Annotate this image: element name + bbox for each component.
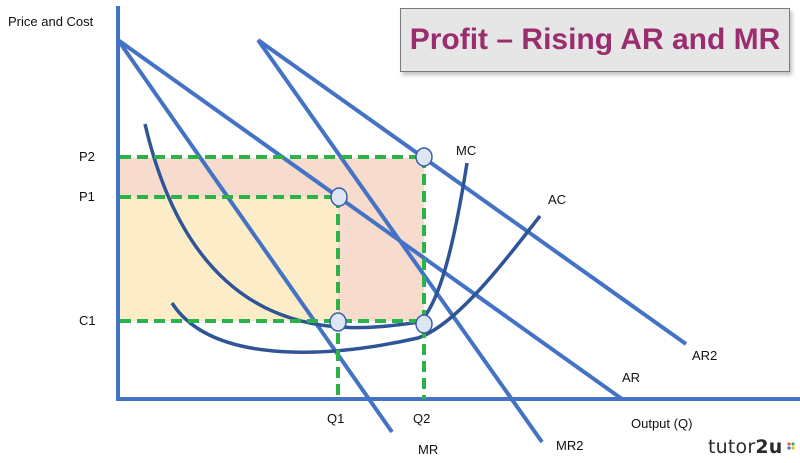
y-axis-label: Price and Cost [8, 14, 94, 29]
c1-label: C1 [79, 313, 96, 328]
marker-c1-q2 [415, 314, 433, 334]
ar2-curve [256, 38, 688, 346]
p2-label: P2 [79, 149, 95, 164]
mr-curve [116, 38, 394, 434]
marker-p1 [330, 187, 348, 207]
diagram-title: Profit – Rising AR and MR [409, 23, 781, 56]
ac-curve [170, 214, 542, 354]
logo-text: tutor [708, 436, 756, 458]
profit-area-extra [120, 158, 424, 197]
tutor2u-logo: tutor2u [708, 436, 783, 458]
marker-c1-q1 [329, 312, 347, 332]
profit-area-extra-right [338, 197, 424, 321]
mc-curve [143, 123, 469, 330]
ar-curve [116, 38, 624, 401]
mr-label: MR [418, 442, 439, 457]
x-axis-label: Output (Q) [631, 416, 693, 431]
q2-label: Q2 [413, 411, 431, 426]
ac-label: AC [548, 192, 567, 207]
q1-label: Q1 [327, 411, 345, 426]
mr2-label: MR2 [556, 438, 584, 453]
mr2-curve [256, 38, 544, 444]
marker-p2 [415, 147, 433, 167]
profit-area-initial [120, 197, 338, 321]
equilibrium-markers [329, 147, 433, 334]
logo-mark-icon [787, 442, 795, 450]
p1-label: P1 [79, 189, 95, 204]
mc-label: MC [456, 143, 477, 158]
ar-label: AR [622, 370, 641, 385]
title-box: Profit – Rising AR and MR [400, 8, 790, 72]
ar2-label: AR2 [692, 348, 718, 363]
logo-suffix: 2u [755, 436, 783, 458]
guide-lines [120, 155, 426, 399]
